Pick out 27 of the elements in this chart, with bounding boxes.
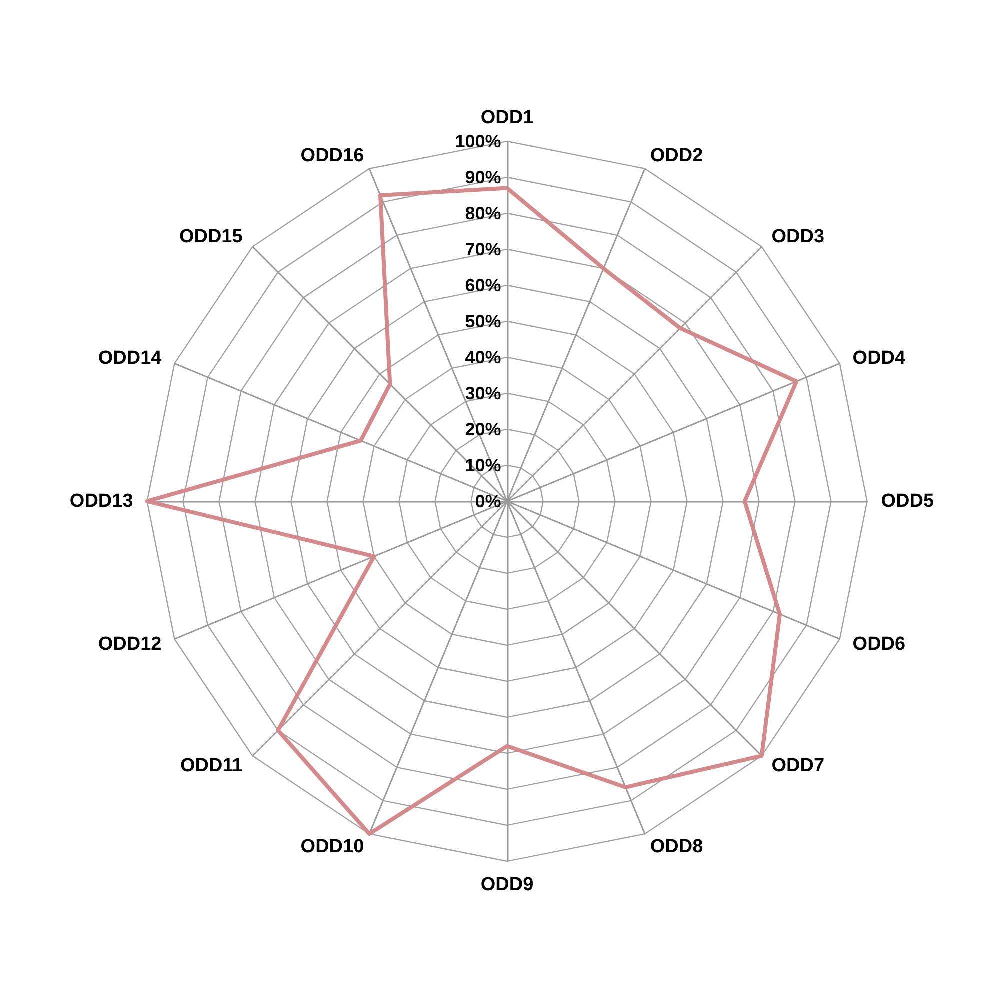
spoke-label: ODD13: [70, 490, 134, 512]
spoke-label: ODD1: [480, 107, 534, 128]
y-tick-label: 70%: [465, 239, 502, 260]
spoke-label: ODD5: [881, 490, 934, 512]
spoke-label: ODD2: [650, 145, 704, 166]
spoke-label: ODD10: [300, 836, 364, 858]
y-tick-label: 0%: [475, 491, 502, 512]
y-tick-label: 90%: [465, 167, 502, 188]
spoke-label: ODD16: [300, 145, 364, 166]
y-tick-label: 100%: [455, 131, 502, 152]
spoke-label: ODD8: [650, 836, 704, 858]
spoke-label: ODD4: [852, 348, 906, 369]
spoke-label: ODD11: [180, 755, 244, 776]
y-tick-label: 10%: [465, 455, 502, 476]
y-tick-label: 20%: [465, 419, 502, 440]
spoke-label: ODD3: [772, 226, 825, 248]
y-tick-label: 40%: [465, 347, 502, 368]
spoke-label: ODD14: [98, 348, 162, 369]
spoke-label: ODD12: [98, 634, 162, 656]
y-tick-label: 60%: [465, 275, 502, 296]
spoke-label: ODD9: [480, 874, 534, 896]
spoke-label: ODD7: [772, 755, 825, 776]
spoke-label: ODD6: [852, 634, 906, 656]
y-tick-label: 50%: [465, 311, 502, 332]
y-tick-label: 30%: [465, 383, 502, 404]
y-tick-label: 80%: [465, 203, 502, 224]
spoke-label: ODD15: [179, 226, 244, 248]
